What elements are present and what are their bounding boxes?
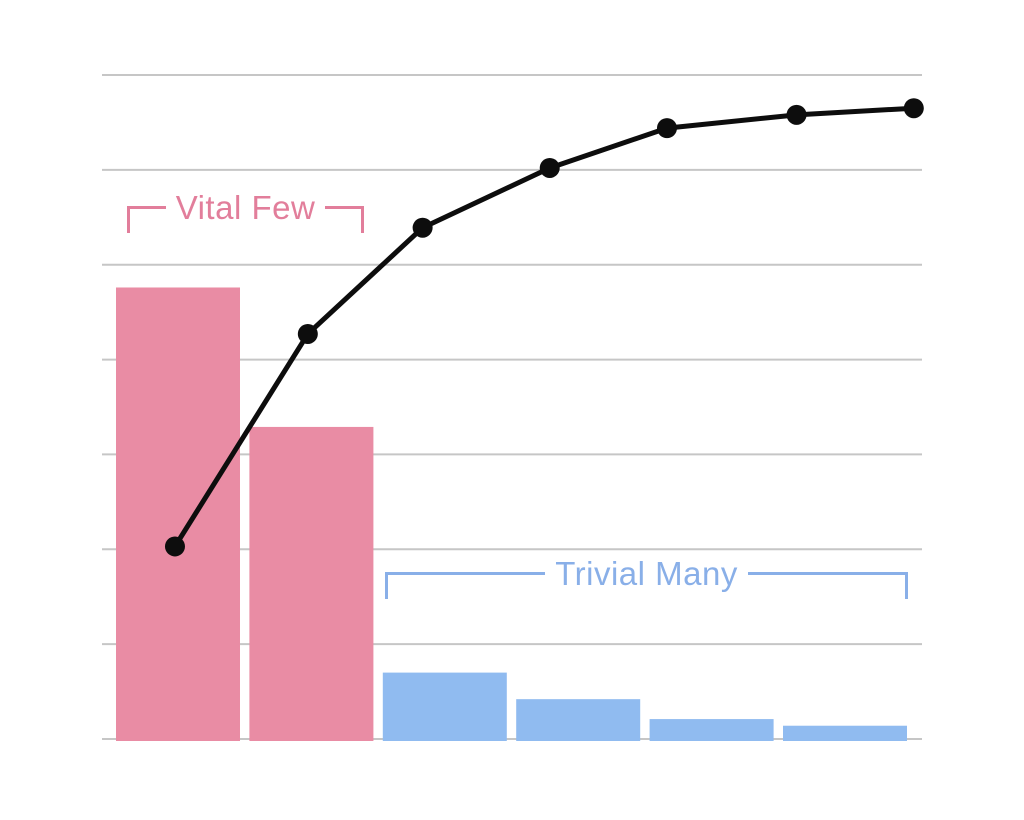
- line-marker: [656, 118, 677, 139]
- bar-vital-few-1: [116, 287, 240, 741]
- bar-trivial-many-3: [382, 672, 507, 741]
- line-marker: [903, 98, 924, 119]
- line-marker: [786, 104, 807, 125]
- line-marker: [297, 323, 318, 344]
- cumulative-line: [164, 98, 924, 557]
- line-marker: [539, 157, 560, 178]
- bar-trivial-many-6: [783, 725, 907, 741]
- line-marker: [412, 217, 433, 238]
- bar-trivial-many-5: [649, 719, 774, 741]
- bar-trivial-many-4: [516, 699, 641, 741]
- line-marker: [164, 536, 185, 557]
- bar-series: [116, 287, 907, 741]
- bar-vital-few-2: [249, 426, 374, 741]
